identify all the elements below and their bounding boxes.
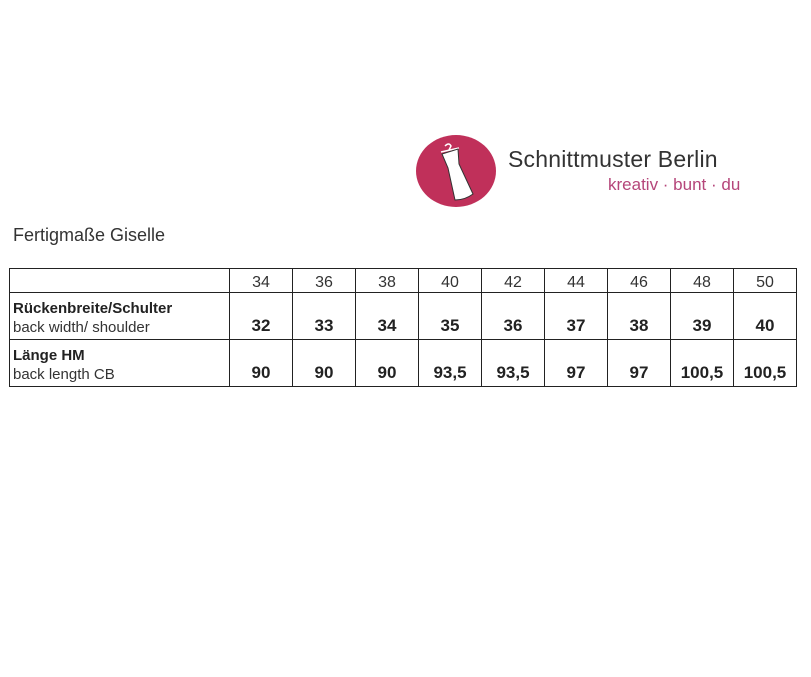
row-label-de: Länge HM xyxy=(13,347,85,364)
size-header: 40 xyxy=(418,268,482,293)
value-cell: 100,5 xyxy=(670,339,734,387)
logo-dress-icon xyxy=(416,135,496,207)
value-cell: 34 xyxy=(355,292,419,340)
size-header: 38 xyxy=(355,268,419,293)
row-label: Länge HM back length CB xyxy=(9,339,230,387)
value-cell: 33 xyxy=(292,292,356,340)
value-cell: 90 xyxy=(292,339,356,387)
size-header: 46 xyxy=(607,268,671,293)
value-cell: 36 xyxy=(481,292,545,340)
value-cell: 35 xyxy=(418,292,482,340)
size-header: 34 xyxy=(229,268,293,293)
value-cell: 90 xyxy=(229,339,293,387)
value-cell: 97 xyxy=(544,339,608,387)
value-cell: 32 xyxy=(229,292,293,340)
value-cell: 38 xyxy=(607,292,671,340)
size-header: 36 xyxy=(292,268,356,293)
value-cell: 93,5 xyxy=(418,339,482,387)
row-label-en: back length CB xyxy=(13,366,115,383)
value-cell: 37 xyxy=(544,292,608,340)
row-label: Rückenbreite/Schulter back width/ shoulde… xyxy=(9,292,230,340)
table-row: Rückenbreite/Schulter back width/ shoulde… xyxy=(9,292,797,340)
size-header: 48 xyxy=(670,268,734,293)
size-header: 42 xyxy=(481,268,545,293)
page-title: Fertigmaße Giselle xyxy=(13,225,166,245)
value-cell: 39 xyxy=(670,292,734,340)
table-row: Länge HM back length CB 90 90 90 93,5 93,… xyxy=(9,339,797,387)
value-cell: 40 xyxy=(733,292,797,340)
value-cell: 90 xyxy=(355,339,419,387)
value-cell: 97 xyxy=(607,339,671,387)
size-header: 44 xyxy=(544,268,608,293)
value-cell: 100,5 xyxy=(733,339,797,387)
size-header: 50 xyxy=(733,268,797,293)
table-header-row: 34 36 38 40 42 44 46 48 50 xyxy=(9,268,797,293)
row-label-en: back width/ shoulder xyxy=(13,319,150,336)
brand-tagline: kreativ · bunt · du xyxy=(608,175,741,194)
header-empty-cell xyxy=(9,268,230,293)
measurements-table: 34 36 38 40 42 44 46 48 50 Rückenbreite/… xyxy=(9,268,797,387)
brand-name: Schnittmuster Berlin xyxy=(508,146,718,172)
value-cell: 93,5 xyxy=(481,339,545,387)
row-label-de: Rückenbreite/Schulter xyxy=(13,300,173,317)
